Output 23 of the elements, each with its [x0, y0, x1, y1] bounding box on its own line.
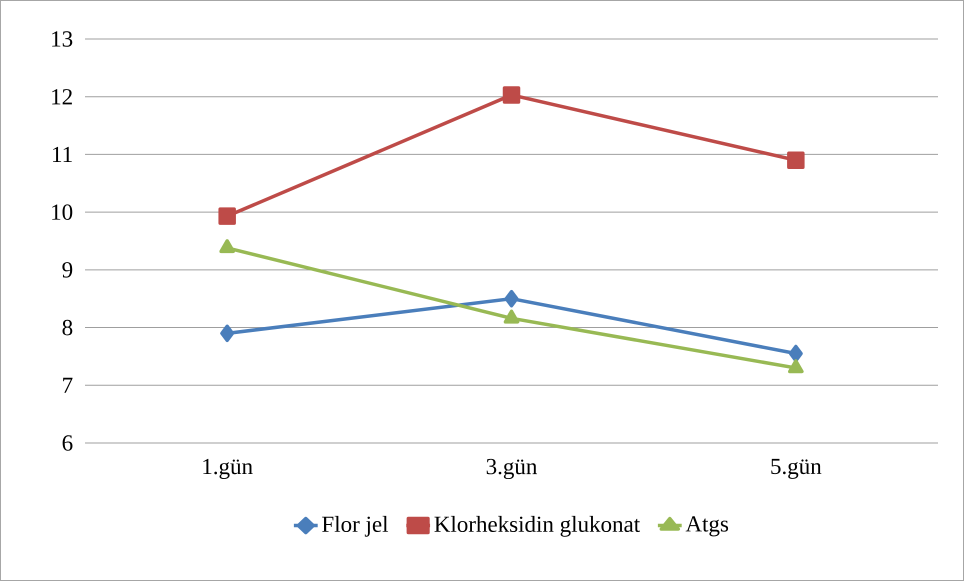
point — [787, 151, 805, 169]
x-tick-label: 5.gün — [771, 458, 822, 479]
point — [788, 359, 804, 374]
y-tick-label: 12 — [52, 89, 72, 104]
point — [220, 324, 234, 342]
x-tick-label: 3.gün — [486, 458, 538, 480]
legend-label: Atgs — [686, 516, 728, 536]
legend-label: Flor jel — [322, 516, 388, 537]
x-tick-label: 1.gün — [203, 458, 253, 480]
point — [788, 344, 803, 362]
y-tick-label: 10 — [52, 204, 72, 220]
y-tick-label: 13 — [52, 31, 72, 47]
point — [504, 290, 519, 308]
point — [502, 86, 520, 104]
legend-label: Klorheksidin glukonat — [434, 516, 640, 537]
point — [218, 207, 236, 225]
y-tick-label: 11 — [53, 146, 72, 162]
y-tick-label: 6 — [62, 435, 72, 451]
y-tick-label: 9 — [62, 262, 72, 278]
y-tick-label: 7 — [63, 378, 72, 393]
y-tick-label: 8 — [62, 320, 72, 336]
point — [219, 239, 235, 254]
point — [504, 310, 520, 324]
